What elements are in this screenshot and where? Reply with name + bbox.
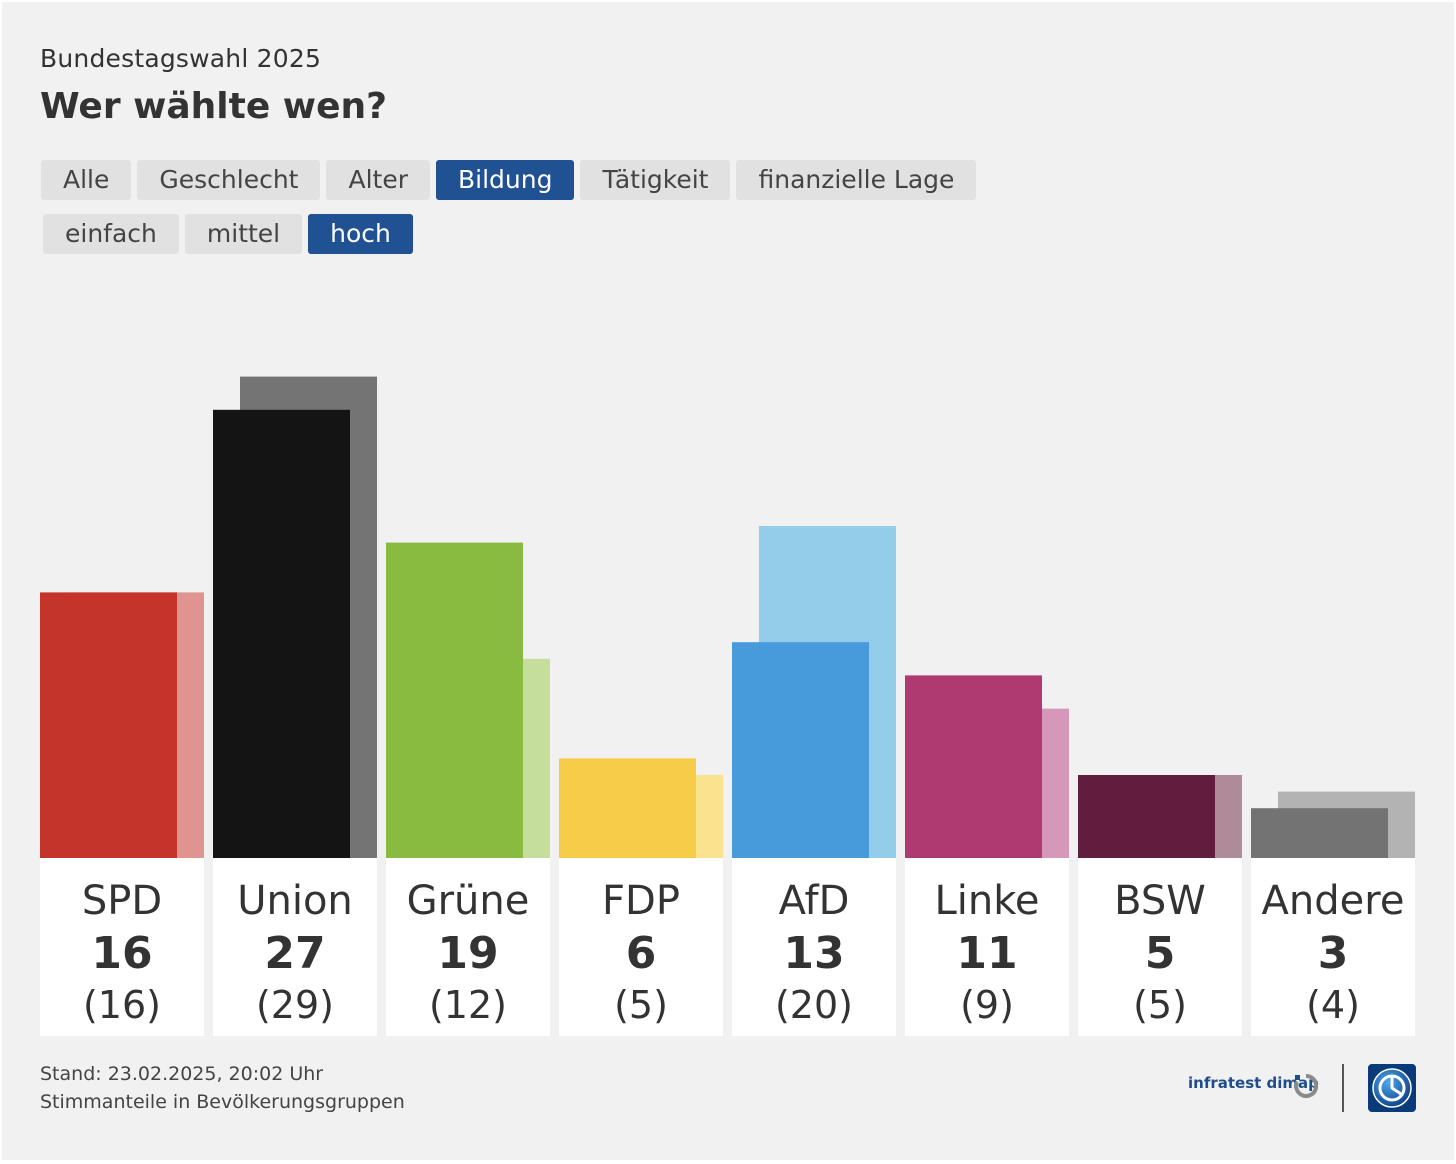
ard-tagesschau-globe-icon: [1368, 1064, 1416, 1112]
value-label-union: 27: [264, 928, 325, 979]
value-label-fdp: 6: [626, 928, 657, 979]
category-label-afd: AfD: [779, 878, 850, 924]
tab-bildung[interactable]: Bildung: [435, 160, 575, 200]
tab-taetigkeit[interactable]: Tätigkeit: [580, 160, 731, 200]
value-label-bsw: 5: [1145, 928, 1176, 979]
comparison-label-spd: (16): [83, 983, 161, 1027]
pollster-mark-icon: [1294, 1074, 1318, 1098]
footer-date: Stand: 23.02.2025, 20:02 Uhr: [40, 1063, 324, 1085]
value-label-spd: 16: [91, 928, 152, 979]
label-panel-spd: [40, 858, 204, 1036]
category-label-gruene: Grüne: [407, 878, 530, 924]
value-label-afd: 13: [783, 928, 844, 979]
footer-caption: Stimmanteile in Bevölkerungsgruppen: [40, 1091, 405, 1113]
logo-divider: [1342, 1064, 1344, 1112]
label-panel-linke: [905, 858, 1069, 1036]
label-panel-fdp: [559, 858, 723, 1036]
bar-spd: [40, 592, 177, 858]
comparison-label-bsw: (5): [1133, 983, 1187, 1027]
label-panel-afd: [732, 858, 896, 1036]
value-label-linke: 11: [956, 928, 1017, 979]
tab-finanzielle-lage[interactable]: finanzielle Lage: [736, 160, 977, 200]
label-panel-union: [213, 858, 377, 1036]
category-tabs: Alle Geschlecht Alter Bildung Tätigkeit …: [41, 160, 977, 200]
tab-geschlecht[interactable]: Geschlecht: [137, 160, 321, 200]
bar-fdp: [559, 758, 696, 858]
comparison-label-union: (29): [256, 983, 334, 1027]
chart-title: Wer wählte wen?: [40, 86, 387, 127]
tab-alter[interactable]: Alter: [326, 160, 430, 200]
chart-footer: Stand: 23.02.2025, 20:02 Uhr Stimmanteil…: [40, 1060, 405, 1116]
comparison-label-gruene: (12): [429, 983, 507, 1027]
pollster-logo-text: infratest dimap: [1188, 1074, 1319, 1092]
label-panel-andere: [1251, 858, 1415, 1036]
category-label-andere: Andere: [1262, 878, 1405, 924]
category-label-spd: SPD: [82, 878, 162, 924]
label-panel-gruene: [386, 858, 550, 1036]
bar-linke: [905, 675, 1042, 858]
subcategory-tabs: einfach mittel hoch: [43, 214, 413, 254]
category-label-fdp: FDP: [602, 878, 680, 924]
comparison-label-linke: (9): [960, 983, 1014, 1027]
tab-einfach[interactable]: einfach: [43, 214, 179, 254]
tab-mittel[interactable]: mittel: [184, 214, 303, 254]
label-panel-bsw: [1078, 858, 1242, 1036]
tab-hoch[interactable]: hoch: [308, 214, 413, 254]
chart-kicker: Bundestagswahl 2025: [40, 44, 322, 73]
value-label-gruene: 19: [437, 928, 498, 979]
value-label-andere: 3: [1318, 928, 1349, 979]
bar-bsw: [1078, 775, 1215, 858]
category-label-linke: Linke: [934, 878, 1039, 924]
comparison-label-andere: (4): [1306, 983, 1360, 1027]
comparison-label-afd: (20): [775, 983, 853, 1027]
bar-afd: [732, 642, 869, 858]
bar-union: [213, 409, 350, 858]
category-label-union: Union: [237, 878, 353, 924]
bar-andere: [1251, 808, 1388, 858]
comparison-label-fdp: (5): [614, 983, 668, 1027]
bar-gruene: [386, 542, 523, 858]
category-label-bsw: BSW: [1114, 878, 1206, 924]
tab-alle[interactable]: Alle: [41, 160, 132, 200]
